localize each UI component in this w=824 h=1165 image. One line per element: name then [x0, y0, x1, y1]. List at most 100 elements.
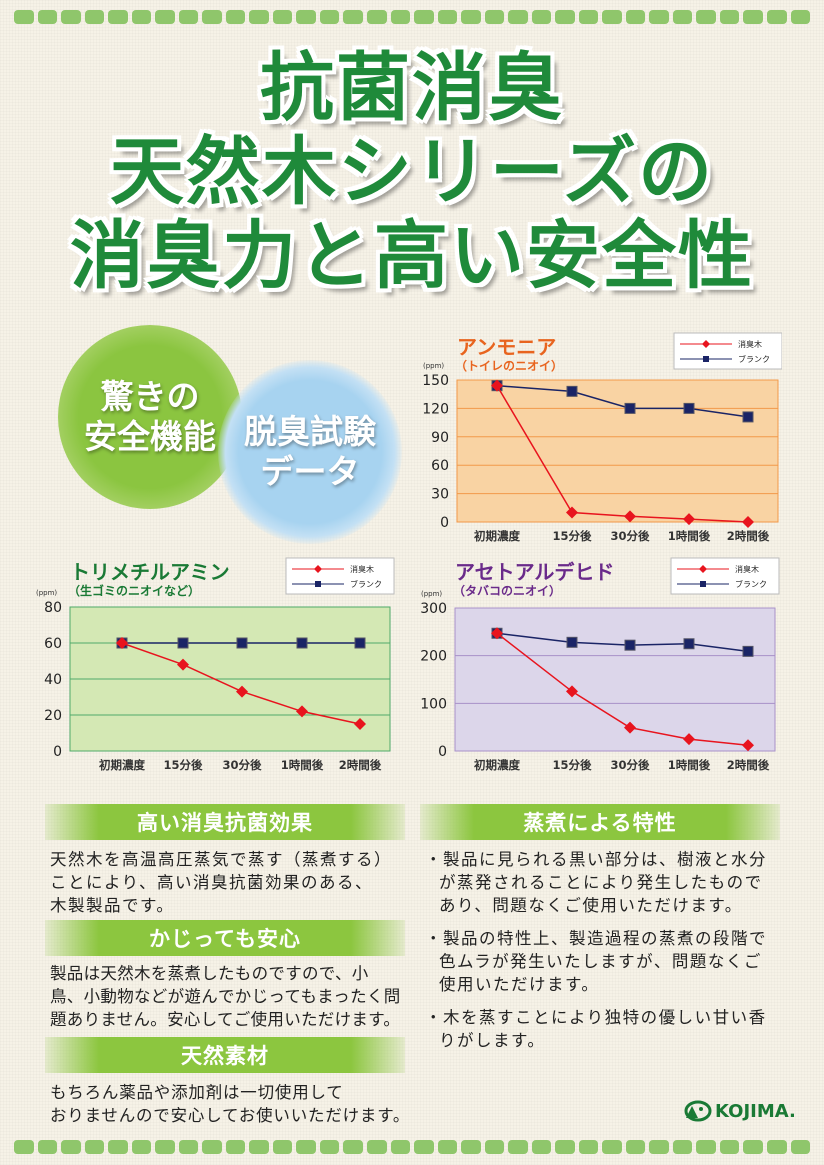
y-tick-label: 80 [44, 600, 62, 616]
data-point-wood [624, 510, 636, 523]
x-tick-label: 15分後 [552, 529, 592, 543]
x-tick-label: 初期濃度 [474, 529, 520, 543]
y-tick-label: 60 [44, 636, 62, 652]
border-dash [108, 1140, 128, 1154]
chart-title: トリメチルアミン [70, 560, 230, 584]
y-tick-label: 60 [431, 458, 449, 474]
border-dash [343, 10, 363, 24]
border-dash [437, 1140, 458, 1154]
data-point-wood [742, 739, 754, 752]
border-dash [767, 1140, 787, 1154]
legend-label: 消臭木 [738, 339, 762, 349]
data-point-blank [296, 637, 308, 649]
border-dash [202, 1140, 222, 1154]
legend-label: 消臭木 [735, 564, 759, 574]
border-dash [178, 1140, 199, 1154]
y-tick-label: 0 [438, 744, 447, 760]
y-tick-label: 90 [431, 430, 449, 446]
border-dash [108, 10, 128, 24]
chart-svg: トリメチルアミン（生ゴミのニオイなど） (ppm) 0 20 40 60 80 初期濃度 15分… [36, 557, 395, 772]
y-tick-label: 300 [420, 601, 447, 617]
data-point-blank [742, 645, 754, 657]
bullet-item: ・製品に見られる黒い部分は、樹液と水分が蒸発されることにより発生したものであり、… [425, 850, 767, 915]
x-tick-label: 15分後 [163, 758, 203, 772]
section-heading: 蒸煮による特性 [420, 804, 780, 840]
data-point-wood [491, 379, 503, 392]
chart-title: アセトアルデヒド [455, 560, 614, 584]
border-dash [602, 1140, 622, 1154]
text-line: 題ありません。安心してご使用いただけます。 [50, 1010, 401, 1029]
border-dash [155, 10, 175, 24]
border-dash [719, 1140, 740, 1154]
page-title: 抗菌消臭 天然木シリーズの 消臭力と高い安全性 [0, 46, 824, 298]
border-dash [296, 1140, 316, 1154]
data-point-blank [566, 385, 578, 397]
data-point-wood [624, 721, 636, 734]
test-data-circle: 脱臭試験 データ [218, 360, 402, 544]
x-tick-label: 初期濃度 [474, 758, 520, 772]
y-unit: (ppm) [421, 590, 442, 598]
border-dash [696, 10, 716, 24]
circle-text: 脱臭試験 [244, 412, 376, 451]
circle-text: データ [260, 452, 360, 491]
x-tick-label: 初期濃度 [99, 758, 145, 772]
data-point-wood [236, 685, 248, 698]
border-dash [343, 1140, 363, 1154]
data-point-wood [296, 705, 308, 718]
legend-marker [315, 581, 321, 587]
border-dash [767, 10, 787, 24]
border-dash [790, 1140, 811, 1154]
chart-subtitle: （生ゴミのニオイなど） [68, 583, 200, 598]
border-dash [672, 10, 693, 24]
border-dash [225, 1140, 246, 1154]
y-tick-label: 40 [44, 672, 62, 688]
x-tick-label: 2時間後 [727, 758, 770, 772]
border-dash [625, 10, 646, 24]
logo-text: KOJIMA. [715, 1100, 796, 1122]
section-text: もちろん薬品や添加剤は一切使用して おりませんので安心してお使いいただけます。 [50, 1081, 410, 1127]
y-tick-label: 120 [422, 401, 449, 417]
x-tick-label: 1時間後 [668, 529, 711, 543]
ammonia-chart: アンモニア （トイレのニオイ） (ppm) 0 30 60 90 120 150 初期濃度 15分後… [412, 330, 782, 550]
legend-marker [702, 340, 710, 348]
legend-label: ブランク [735, 579, 767, 589]
section-heading: 高い消臭抗菌効果 [45, 804, 405, 840]
border-dash [37, 10, 58, 24]
plot-area [454, 607, 776, 752]
border-dash [484, 1140, 505, 1154]
border-dash [602, 10, 622, 24]
text-line: 天然木を高温高圧蒸気で蒸す（蒸煮する） [50, 850, 392, 869]
y-tick-label: 0 [440, 515, 449, 531]
data-point-wood [116, 637, 128, 649]
border-dash [131, 10, 152, 24]
border-dash [84, 1140, 105, 1154]
section-text: 天然木を高温高圧蒸気で蒸す（蒸煮する） ことにより、高い消臭抗菌効果のある、 木… [50, 848, 392, 917]
border-dash [743, 10, 763, 24]
border-dash [437, 10, 458, 24]
data-point-wood [566, 685, 578, 698]
legend-marker [703, 356, 709, 362]
data-point-wood [742, 516, 754, 528]
border-dash [249, 1140, 269, 1154]
chart-svg: アンモニア（トイレのニオイ） (ppm) 0 30 60 90 120 150 初期濃度 15分後… [422, 332, 782, 543]
x-tick-label: 2時間後 [339, 758, 382, 772]
data-point-blank [683, 402, 695, 414]
border-dash [414, 1140, 434, 1154]
x-tick-label: 30分後 [610, 758, 650, 772]
border-dash [319, 10, 340, 24]
x-tick-label: 30分後 [222, 758, 262, 772]
circle-text: 安全機能 [84, 417, 216, 456]
legend-box [285, 557, 395, 595]
data-point-wood [566, 506, 578, 519]
plot-area [456, 379, 779, 523]
legend-label: ブランク [350, 579, 382, 589]
text-line: 製品は天然木を蒸煮したものですので、小 [50, 964, 369, 983]
chart-svg: アセトアルデヒド（タバコのニオイ） (ppm) 0 100 200 300 初期濃度 15分後… [420, 557, 780, 772]
border-dash [390, 10, 411, 24]
border-dash [61, 1140, 81, 1154]
border-dash [555, 10, 575, 24]
data-point-blank [683, 638, 695, 650]
border-dash [225, 10, 246, 24]
text-line: もちろん薬品や添加剤は一切使用して [50, 1083, 344, 1102]
title-line-2: 天然木シリーズの [109, 129, 715, 215]
